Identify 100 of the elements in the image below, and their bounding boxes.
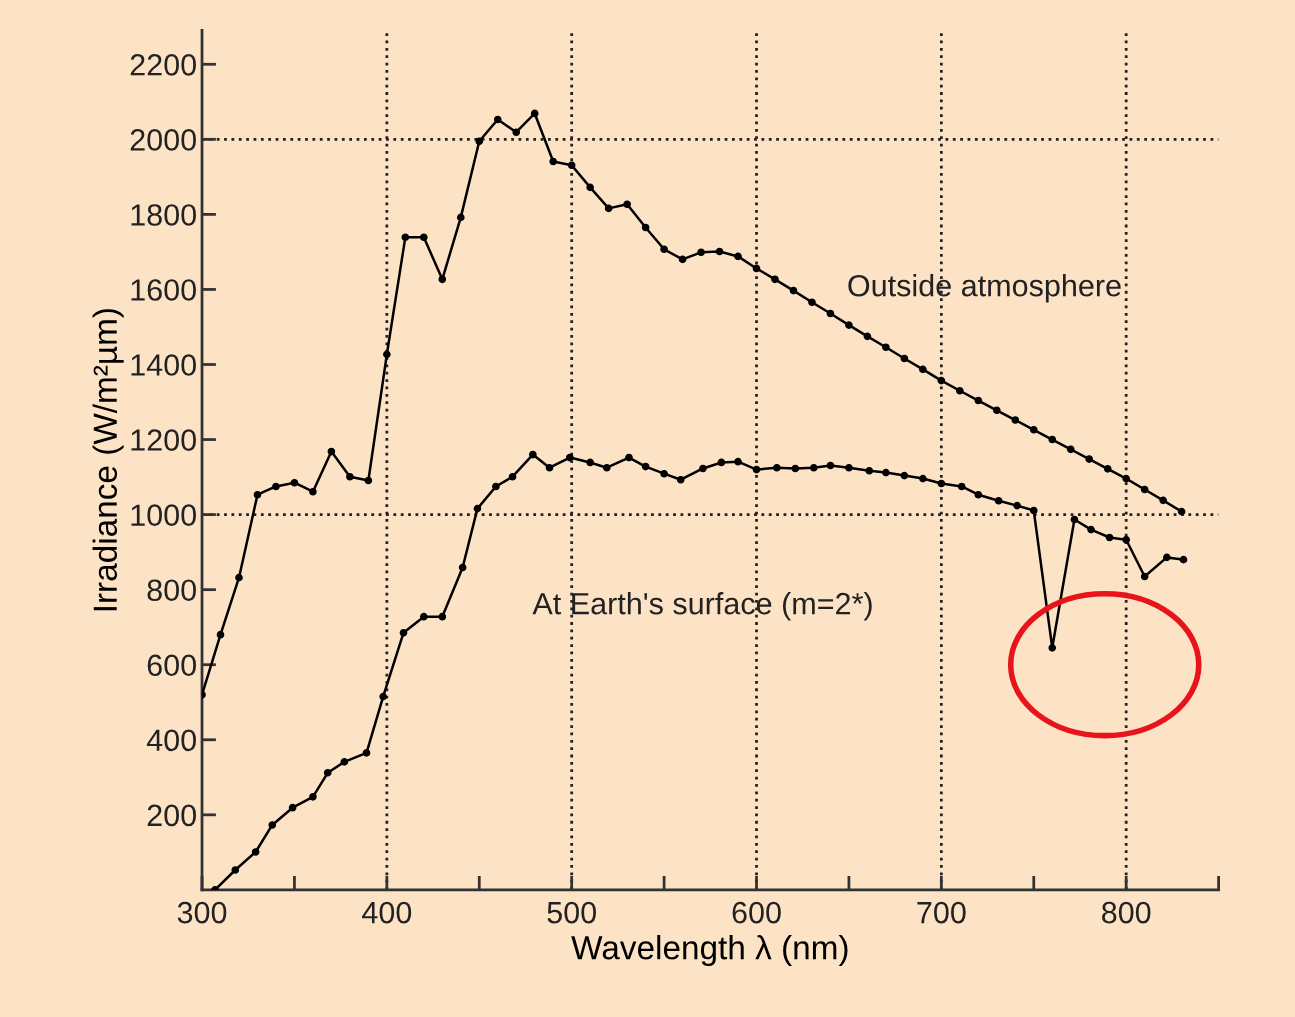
point (1029, 506, 1038, 515)
x-axis-title: Wavelength λ (nm) (571, 935, 848, 967)
point (1140, 572, 1149, 581)
point (530, 109, 539, 118)
point (602, 463, 611, 472)
y-tick-label: 1600 (131, 279, 196, 301)
point (340, 758, 349, 766)
point (586, 458, 594, 467)
point (288, 803, 297, 812)
point (364, 476, 373, 485)
point (1011, 416, 1020, 424)
point (604, 204, 613, 213)
point (809, 463, 818, 472)
point (216, 630, 225, 639)
point (957, 482, 966, 491)
point (1087, 525, 1095, 534)
point (346, 472, 354, 481)
point (545, 463, 554, 472)
y-tick-label: 800 (147, 579, 196, 602)
point (715, 247, 724, 256)
point (900, 471, 909, 480)
y-tick-label: 1400 (131, 354, 196, 376)
point (290, 478, 299, 487)
point (327, 447, 336, 456)
point (1066, 445, 1075, 454)
point (309, 792, 317, 801)
point (458, 563, 467, 572)
point (717, 458, 726, 467)
y-tick-label: 1000 (131, 504, 196, 526)
point (625, 453, 633, 462)
y-tick-label: 1200 (131, 429, 196, 451)
point (937, 479, 946, 488)
point (1029, 425, 1038, 434)
y-tick-label: 400 (146, 729, 196, 752)
point (845, 321, 853, 329)
point (272, 482, 280, 491)
point (1048, 435, 1057, 444)
series-label: Outside atmosphere (848, 274, 1121, 303)
point (974, 490, 983, 499)
point (251, 848, 260, 856)
point (1103, 465, 1112, 473)
point (529, 450, 537, 459)
point (752, 264, 761, 273)
point (323, 768, 332, 777)
point (438, 612, 447, 621)
point (641, 223, 650, 232)
point (253, 490, 262, 499)
point (1105, 533, 1114, 542)
point (567, 161, 576, 170)
point (845, 463, 853, 472)
y-tick-label: 2000 (130, 129, 196, 151)
point (456, 213, 465, 222)
point (1122, 535, 1130, 544)
y-axis-title: Irradiance (W/m²µm) (92, 309, 124, 611)
point (586, 183, 594, 192)
x-tick-label: 800 (1102, 901, 1151, 924)
point (676, 475, 685, 484)
point (789, 286, 798, 295)
point (826, 309, 835, 318)
point (419, 612, 428, 621)
point (473, 504, 482, 513)
point (235, 573, 243, 582)
point (734, 457, 742, 466)
point (697, 248, 705, 257)
x-tick-label: 400 (362, 901, 412, 924)
point (900, 354, 909, 363)
point (826, 461, 835, 470)
point (882, 468, 890, 477)
point (699, 464, 707, 473)
point (512, 128, 521, 137)
point (549, 157, 558, 166)
point (438, 275, 447, 284)
point (623, 200, 631, 209)
point (882, 343, 890, 352)
x-tick-label: 700 (917, 901, 966, 924)
point (734, 252, 742, 261)
point (1085, 455, 1094, 463)
point (937, 376, 946, 385)
point (1163, 553, 1171, 562)
point (1048, 644, 1057, 652)
point (678, 255, 687, 264)
point (383, 350, 391, 359)
point (919, 365, 927, 374)
y-tick-label: 2200 (130, 54, 196, 76)
point (808, 298, 816, 307)
y-tick-label: 600 (147, 654, 196, 677)
point (268, 821, 277, 829)
x-tick-label: 300 (177, 901, 227, 924)
point (974, 396, 983, 405)
point (1177, 507, 1186, 516)
point (1179, 555, 1188, 564)
point (660, 469, 668, 478)
y-tick-label: 1800 (131, 204, 196, 226)
point (231, 866, 240, 874)
point (362, 749, 371, 757)
point (419, 233, 428, 242)
point (1140, 485, 1149, 494)
x-tick-label: 600 (732, 901, 781, 924)
point (309, 487, 317, 496)
point (1159, 496, 1167, 505)
